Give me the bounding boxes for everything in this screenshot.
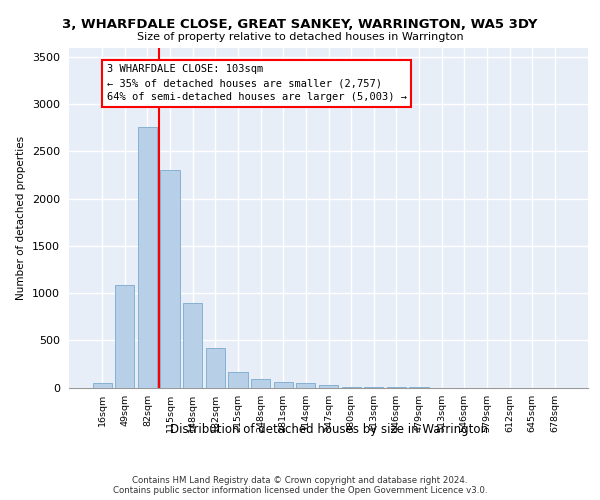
Bar [229, 372, 248, 388]
Bar [160, 170, 180, 388]
Bar [138, 127, 157, 388]
Text: 3 WHARFDALE CLOSE: 103sqm
← 35% of detached houses are smaller (2,757)
64% of se: 3 WHARFDALE CLOSE: 103sqm ← 35% of detac… [107, 64, 407, 102]
Text: Size of property relative to detached houses in Warrington: Size of property relative to detached ho… [137, 32, 463, 42]
Text: 3, WHARFDALE CLOSE, GREAT SANKEY, WARRINGTON, WA5 3DY: 3, WHARFDALE CLOSE, GREAT SANKEY, WARRIN… [62, 18, 538, 30]
Bar [183, 304, 202, 388]
Text: Contains public sector information licensed under the Open Government Licence v3: Contains public sector information licen… [113, 486, 487, 495]
Bar [115, 284, 134, 388]
Bar [341, 386, 361, 388]
Bar [92, 383, 112, 388]
Y-axis label: Number of detached properties: Number of detached properties [16, 136, 26, 300]
Bar [319, 386, 338, 388]
Text: Contains HM Land Registry data © Crown copyright and database right 2024.: Contains HM Land Registry data © Crown c… [132, 476, 468, 485]
Bar [274, 382, 293, 388]
Bar [251, 379, 270, 388]
Bar [296, 383, 316, 388]
Text: Distribution of detached houses by size in Warrington: Distribution of detached houses by size … [170, 422, 488, 436]
Bar [206, 348, 225, 388]
